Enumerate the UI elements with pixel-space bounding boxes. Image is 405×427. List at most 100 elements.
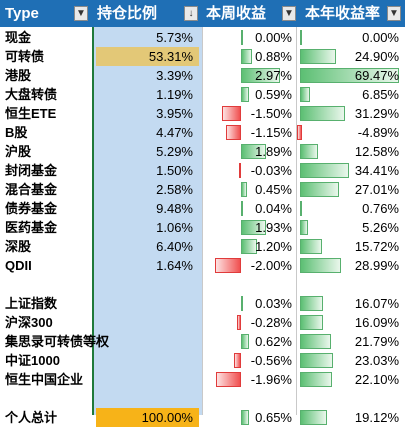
yearly-return-cell: 28.99% — [354, 258, 399, 273]
weekly-return-bar — [241, 220, 267, 235]
weekly-return-bar — [241, 30, 243, 45]
yearly-return-bar — [300, 372, 332, 387]
row-name: 混合基金 — [5, 182, 58, 197]
holding-ratio-cell — [96, 313, 199, 332]
yearly-return-bar — [300, 106, 345, 121]
weekly-return-bar — [241, 182, 247, 197]
header-year-return: 本年收益率 — [305, 5, 381, 22]
weekly-return-cell: 1.93% — [255, 220, 292, 235]
yearly-return-bar — [300, 239, 323, 254]
holding-ratio-cell: 6.40% — [156, 239, 193, 254]
holding-ratio-cell — [96, 275, 199, 294]
holding-ratio-cell — [96, 332, 199, 351]
table-row[interactable]: 债券基金 9.48% 0.04% 0.76% — [0, 199, 405, 218]
table-row[interactable]: 沪股 5.29% 1.89% 12.58% — [0, 142, 405, 161]
table-row[interactable]: 个人总计 100.00% 0.65% 19.12% — [0, 408, 405, 427]
header-week-return: 本周收益 — [206, 5, 267, 22]
row-name: 恒生中国企业 — [5, 372, 84, 387]
row-name: 个人总计 — [5, 410, 58, 425]
table-row[interactable]: B股 4.47% -1.15% -4.89% — [0, 123, 405, 142]
yearly-return-cell: 19.12% — [354, 410, 399, 425]
yearly-return-cell: 23.03% — [354, 353, 399, 368]
row-name: 深股 — [5, 239, 32, 254]
yearly-return-cell: 69.47% — [354, 68, 399, 83]
table-row[interactable]: QDII 1.64% -2.00% 28.99% — [0, 256, 405, 275]
weekly-return-bar — [241, 334, 250, 349]
row-name: QDII — [5, 258, 32, 273]
yearly-return-bar — [300, 30, 302, 45]
yearly-return-bar — [300, 296, 323, 311]
table-row[interactable]: 集思录可转债等权 0.62% 21.79% — [0, 332, 405, 351]
table-row[interactable] — [0, 389, 405, 408]
holding-ratio-cell — [96, 389, 199, 408]
weekly-return-cell — [205, 275, 295, 294]
table-row[interactable]: 港股 3.39% 2.97% 69.47% — [0, 66, 405, 85]
holding-ratio-cell: 5.73% — [156, 30, 193, 45]
yearly-return-cell: 0.00% — [362, 30, 399, 45]
weekly-return-cell: 2.97% — [255, 68, 292, 83]
table-row[interactable]: 沪深300 -0.28% 16.09% — [0, 313, 405, 332]
weekly-return-bar — [226, 125, 241, 140]
yearly-return-cell: 31.29% — [354, 106, 399, 121]
table-row[interactable]: 恒生中国企业 -1.96% 22.10% — [0, 370, 405, 389]
yearly-return-bar — [300, 68, 400, 83]
weekly-return-cell: 0.45% — [255, 182, 292, 197]
weekly-return-cell: -0.28% — [250, 315, 292, 330]
weekly-return-bar — [239, 163, 241, 178]
holding-ratio-cell: 5.29% — [156, 144, 193, 159]
yearly-return-bar — [300, 87, 310, 102]
weekly-return-cell: 0.62% — [255, 334, 292, 349]
table-row[interactable]: 现金 5.73% 0.00% 0.00% — [0, 28, 405, 47]
yearly-return-bar — [300, 144, 318, 159]
weekly-return-cell: 0.65% — [255, 410, 292, 425]
yearly-return-bar — [300, 201, 302, 216]
row-name: 上证指数 — [5, 296, 58, 311]
row-name: 债券基金 — [5, 201, 58, 216]
table-row[interactable]: 恒生ETE 3.95% -1.50% 31.29% — [0, 104, 405, 123]
weekly-return-cell: 1.20% — [255, 239, 292, 254]
row-name: 港股 — [5, 68, 32, 83]
weekly-return-bar — [241, 49, 253, 64]
table-row[interactable]: 混合基金 2.58% 0.45% 27.01% — [0, 180, 405, 199]
weekly-return-cell: 0.04% — [255, 201, 292, 216]
table-row[interactable]: 大盘转债 1.19% 0.59% 6.85% — [0, 85, 405, 104]
weekly-return-bar — [215, 372, 241, 387]
weekly-return-bar — [241, 201, 243, 216]
yearly-return-cell: 16.09% — [354, 315, 399, 330]
holding-ratio-cell: 3.39% — [156, 68, 193, 83]
yearly-return-bar — [300, 353, 333, 368]
table-row[interactable]: 深股 6.40% 1.20% 15.72% — [0, 237, 405, 256]
row-name: 医药基金 — [5, 220, 58, 235]
weekly-return-cell: 0.59% — [255, 87, 292, 102]
yearly-return-cell: 34.41% — [354, 163, 399, 178]
yearly-return-cell: 21.79% — [354, 334, 399, 349]
holding-ratio-cell: 1.50% — [156, 163, 193, 178]
table-row[interactable]: 封闭基金 1.50% -0.03% 34.41% — [0, 161, 405, 180]
holding-ratio-cell: 1.19% — [156, 87, 193, 102]
row-name: 现金 — [5, 30, 32, 45]
ratio-column-background — [93, 27, 202, 415]
table-row[interactable]: 医药基金 1.06% 1.93% 5.26% — [0, 218, 405, 237]
row-name: 沪股 — [5, 144, 32, 159]
filter-dropdown-icon[interactable]: ▼ — [74, 6, 88, 21]
yearly-return-cell: 16.07% — [354, 296, 399, 311]
header-row: Type ▼ 持仓比例 ↓ 本周收益 ▼ 本年收益率 ▼ — [0, 0, 405, 27]
weekly-return-cell: -1.15% — [250, 125, 292, 140]
yearly-return-bar — [300, 49, 336, 64]
holding-ratio-cell: 9.48% — [156, 201, 193, 216]
column-divider — [92, 27, 94, 415]
table-row[interactable]: 中证1000 -0.56% 23.03% — [0, 351, 405, 370]
table-row[interactable] — [0, 275, 405, 294]
yearly-return-bar — [300, 315, 323, 330]
row-name: B股 — [5, 125, 28, 140]
weekly-return-bar — [241, 144, 266, 159]
filter-dropdown-icon[interactable]: ▼ — [282, 6, 296, 21]
holding-ratio-cell: 100.00% — [96, 408, 199, 427]
table-row[interactable]: 可转债 53.31% 0.88% 24.90% — [0, 47, 405, 66]
weekly-return-cell: 1.89% — [255, 144, 292, 159]
filter-dropdown-icon[interactable]: ▼ — [387, 6, 401, 21]
yearly-return-cell: -4.89% — [357, 125, 399, 140]
holding-ratio-cell: 1.06% — [156, 220, 193, 235]
table-row[interactable]: 上证指数 0.03% 16.07% — [0, 294, 405, 313]
sort-descending-icon[interactable]: ↓ — [184, 6, 198, 21]
